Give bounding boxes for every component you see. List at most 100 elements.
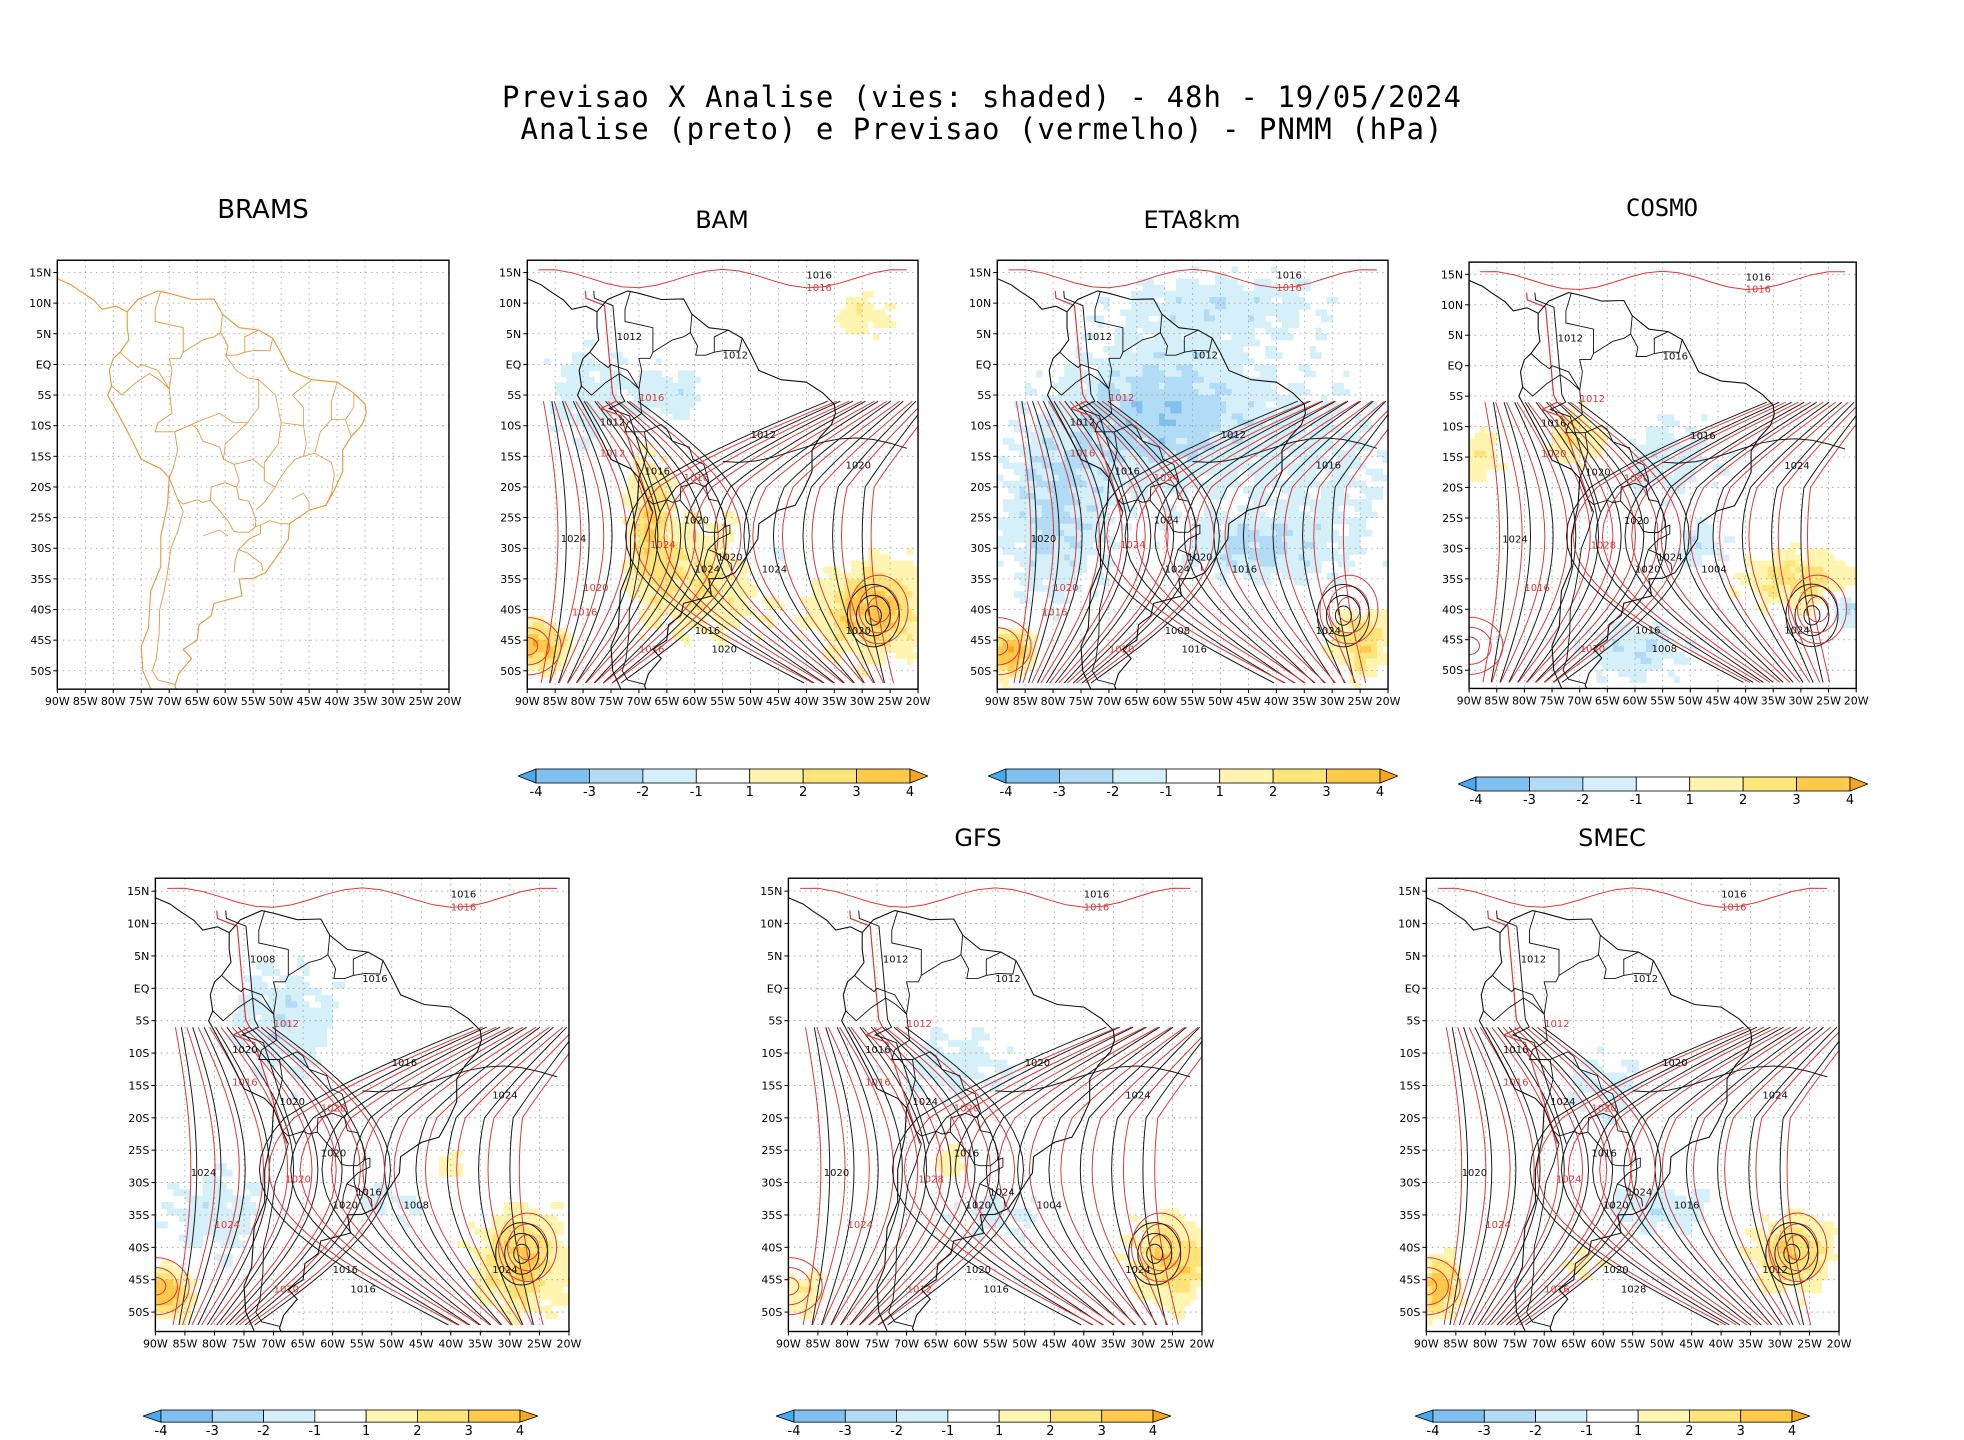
colorbar-label: -4 xyxy=(788,1424,801,1436)
isobar-label: 1024 xyxy=(1165,565,1190,576)
panel-title-bam: BAM xyxy=(508,206,936,234)
panel-title-cosmo: COSMO xyxy=(1450,194,1874,222)
isobar-label: 1012 xyxy=(751,430,776,441)
isobar-label: 1016 xyxy=(1541,419,1566,430)
colorbar-label: -4 xyxy=(1000,785,1013,800)
lat-tick-label: 20S xyxy=(1442,481,1463,494)
lon-tick-label: 65W xyxy=(924,1338,949,1351)
colorbar-segment xyxy=(1587,1410,1638,1422)
isobar-label: 1016 xyxy=(684,473,709,484)
lon-tick-label: 20W xyxy=(437,695,462,708)
lon-tick-label: 25W xyxy=(1348,695,1373,708)
colorbar-label: -4 xyxy=(1427,1424,1440,1436)
isobar-label: 1012 xyxy=(1109,393,1134,404)
lat-tick-label: 10S xyxy=(761,1047,782,1060)
lat-tick-label: 25S xyxy=(970,512,991,525)
colorbar-segment xyxy=(1638,1410,1689,1422)
lon-tick-label: 40W xyxy=(325,695,350,708)
isobar-label: 1012 xyxy=(1580,394,1605,405)
lat-tick-label: 40S xyxy=(970,604,991,617)
colorbar-segment xyxy=(1102,1410,1153,1422)
colorbar-segment xyxy=(1059,769,1112,783)
lat-tick-label: 25S xyxy=(128,1144,149,1157)
lon-tick-label: 70W xyxy=(894,1338,919,1351)
lon-tick-label: 30W xyxy=(381,695,406,708)
isobar-label: 1012 xyxy=(883,954,908,965)
lat-tick-label: 25S xyxy=(1399,1144,1420,1157)
isobar-label: 1012 xyxy=(1521,954,1546,965)
isobar-label: 1016 xyxy=(1232,565,1257,576)
isobar-label: 1016 xyxy=(392,1058,417,1069)
colorbar-arrow-high xyxy=(520,1410,538,1422)
isobar-label: 1016 xyxy=(451,890,476,901)
colorbar-segment xyxy=(264,1410,315,1422)
isobar-label: 1024 xyxy=(191,1168,216,1179)
lon-tick-label: 90W xyxy=(1414,1338,1439,1351)
isobar-label: 1020 xyxy=(274,1285,299,1296)
colorbar-label: -3 xyxy=(839,1424,852,1436)
lon-tick-label: 35W xyxy=(353,695,378,708)
lat-tick-label: 20S xyxy=(970,481,991,494)
isobar-label: 1024 xyxy=(913,1097,938,1108)
lon-tick-label: 50W xyxy=(1650,1338,1675,1351)
colorbar-label: 4 xyxy=(906,785,914,800)
colorbar-label: -1 xyxy=(1630,793,1643,808)
colorbar-arrow-high xyxy=(1153,1410,1171,1422)
colorbar-label: 3 xyxy=(1322,785,1330,800)
isobar-label: 1016 xyxy=(1182,644,1207,655)
lon-tick-label: 90W xyxy=(985,695,1010,708)
lon-tick-label: 45W xyxy=(766,695,791,708)
lon-tick-label: 60W xyxy=(320,1338,345,1351)
map-svg: 1016101610121016101210161016102010201024… xyxy=(1450,245,1874,735)
lon-tick-label: 35W xyxy=(1101,1338,1126,1351)
isobar-label: 1020 xyxy=(1624,516,1649,527)
lat-tick-label: EQ xyxy=(976,358,992,371)
lat-tick-label: 5N xyxy=(976,328,991,341)
lon-tick-label: 60W xyxy=(1591,1338,1616,1351)
lon-tick-label: 60W xyxy=(953,1338,978,1351)
lat-tick-label: 10S xyxy=(1442,421,1463,434)
lon-tick-label: 25W xyxy=(527,1338,552,1351)
lon-tick-label: 75W xyxy=(865,1338,890,1351)
lon-tick-label: 90W xyxy=(143,1338,168,1351)
colorbar-label: 2 xyxy=(1739,793,1747,808)
isobar-label: 1016 xyxy=(1690,431,1715,442)
isobar-label: 1016 xyxy=(1524,583,1549,594)
lon-tick-label: 45W xyxy=(409,1338,434,1351)
isobar-label: 1020 xyxy=(966,1265,991,1276)
lat-tick-label: 20S xyxy=(1399,1112,1420,1125)
lon-tick-label: 75W xyxy=(232,1338,257,1351)
lat-tick-label: 10N xyxy=(29,297,51,310)
lat-tick-label: 15N xyxy=(127,885,149,898)
lat-tick-label: 5N xyxy=(506,328,521,341)
lon-tick-label: 50W xyxy=(1208,695,1233,708)
colorbar-label: 1 xyxy=(995,1424,1003,1436)
isobar-label: 1020 xyxy=(333,1201,358,1212)
lon-tick-label: 30W xyxy=(1320,695,1345,708)
lat-tick-label: 40S xyxy=(500,604,521,617)
lon-tick-label: 20W xyxy=(1376,695,1401,708)
colorbar-label: 2 xyxy=(1269,785,1277,800)
map-svg: 1016101610121012101610121012101210161020… xyxy=(508,243,936,736)
lat-tick-label: EQ xyxy=(767,982,783,995)
lat-tick-label: EQ xyxy=(36,358,52,371)
isobar-label: 1024 xyxy=(1550,1097,1575,1108)
lon-tick-label: 80W xyxy=(571,695,596,708)
isobar-label: 1016 xyxy=(865,1077,890,1088)
lat-tick-label: 25S xyxy=(1442,512,1463,525)
isobar-label: 1020 xyxy=(1603,1265,1628,1276)
colorbar-label: 3 xyxy=(1098,1424,1106,1436)
isobar-label: 1024 xyxy=(1316,626,1341,637)
lat-tick-label: EQ xyxy=(134,982,150,995)
lon-tick-label: 70W xyxy=(157,695,182,708)
isobar-label: 1012 xyxy=(600,418,625,429)
lat-tick-label: 40S xyxy=(1442,603,1463,616)
lon-tick-label: 30W xyxy=(1130,1338,1155,1351)
colorbar-label: 1 xyxy=(1634,1424,1642,1436)
isobar-label: 1016 xyxy=(333,1265,358,1276)
colorbar-label: 2 xyxy=(1046,1424,1054,1436)
isobar-label: 1020 xyxy=(285,1175,310,1186)
